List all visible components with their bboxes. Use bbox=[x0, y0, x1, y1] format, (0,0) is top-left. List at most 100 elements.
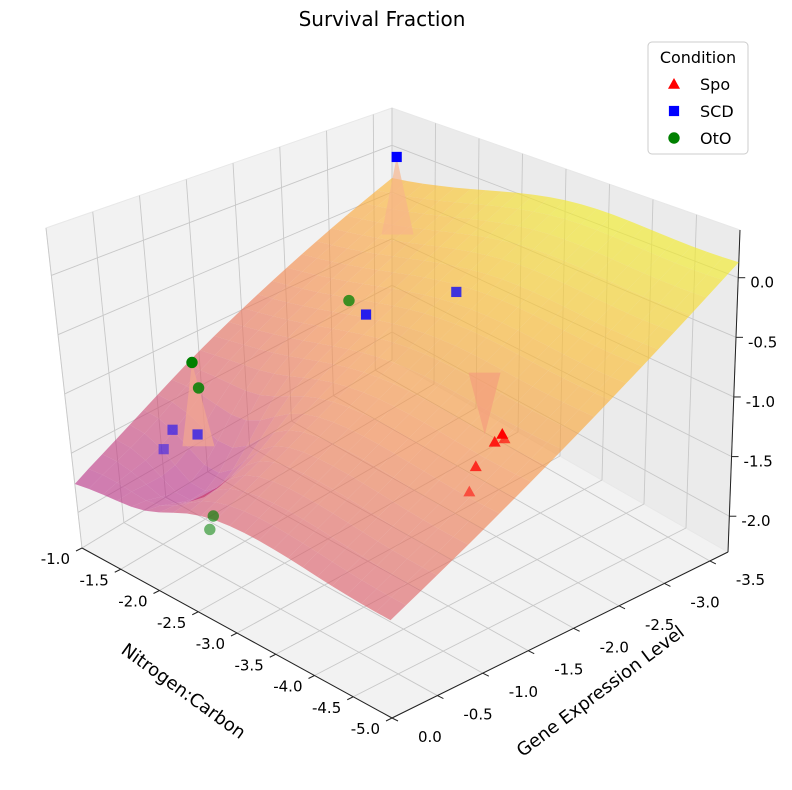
surface-patch bbox=[674, 292, 707, 315]
surface-patch bbox=[409, 422, 440, 447]
surface-patch bbox=[675, 246, 708, 270]
surface-patch bbox=[440, 249, 471, 267]
surface-patch bbox=[502, 264, 534, 286]
surface-patch bbox=[516, 386, 548, 411]
surface-patch bbox=[424, 298, 456, 319]
surface-patch bbox=[500, 450, 532, 475]
surface-patch bbox=[347, 235, 378, 252]
surface-patch bbox=[288, 543, 318, 568]
surface-patch bbox=[486, 191, 518, 207]
y-tick-label: -3.5 bbox=[736, 571, 765, 589]
surface-patch bbox=[579, 322, 612, 346]
surface-patch bbox=[393, 274, 425, 292]
surface-patch bbox=[348, 334, 379, 353]
surface-patch bbox=[580, 230, 613, 253]
surface-patch bbox=[288, 519, 318, 544]
legend-label: Spo bbox=[700, 75, 730, 94]
surface-patch bbox=[347, 532, 378, 557]
surface-patch bbox=[348, 459, 379, 484]
surface-patch bbox=[258, 298, 288, 317]
surface-patch bbox=[160, 501, 190, 506]
surface-patch bbox=[302, 552, 333, 577]
surface-patch bbox=[214, 322, 244, 341]
surface-patch bbox=[317, 245, 348, 262]
surface-patch bbox=[532, 370, 564, 395]
scd-point bbox=[192, 429, 203, 440]
surface-patch bbox=[424, 263, 456, 281]
surface-patch bbox=[502, 244, 534, 265]
surface-patch bbox=[610, 360, 643, 384]
surface-patch bbox=[393, 258, 425, 275]
surface-patch bbox=[317, 561, 348, 586]
chart-title: Survival Fraction bbox=[299, 7, 466, 31]
surface-patch bbox=[316, 228, 347, 246]
surface-patch bbox=[176, 482, 206, 501]
surface-patch bbox=[378, 256, 409, 273]
surface-patch bbox=[287, 271, 318, 289]
surface-patch bbox=[230, 461, 260, 479]
legend-item: SCD bbox=[668, 102, 734, 121]
surface-patch bbox=[245, 446, 275, 466]
scatter-points bbox=[158, 151, 511, 536]
surface-patch bbox=[288, 432, 319, 453]
surface-patch bbox=[394, 309, 425, 329]
surface-patch bbox=[362, 238, 394, 255]
surface-patch bbox=[361, 588, 392, 613]
surface-patch bbox=[303, 326, 334, 344]
surface-patch bbox=[273, 337, 304, 357]
surface-patch bbox=[288, 452, 319, 474]
surface-patch bbox=[228, 308, 259, 327]
surface-patch bbox=[362, 206, 393, 223]
surface-patch bbox=[549, 261, 581, 284]
surface-patch bbox=[159, 431, 190, 466]
surface-patch bbox=[485, 442, 517, 467]
surface-patch bbox=[102, 461, 132, 483]
surface-patch bbox=[333, 474, 364, 499]
surface-patch bbox=[409, 399, 440, 423]
surface-patch bbox=[594, 376, 627, 401]
surface-patch bbox=[301, 241, 332, 259]
surface-patch bbox=[102, 482, 132, 501]
surface-patch bbox=[533, 254, 565, 277]
oto-point bbox=[192, 382, 205, 394]
x-tick-mark bbox=[230, 632, 238, 637]
surface-patch bbox=[229, 491, 259, 512]
x-tick-mark bbox=[269, 653, 276, 658]
surface-patch bbox=[190, 487, 219, 501]
surface-patch bbox=[409, 376, 440, 400]
surface-patch bbox=[406, 567, 437, 591]
surface-patch bbox=[232, 450, 261, 476]
surface-patch bbox=[393, 227, 425, 243]
surface-patch bbox=[424, 407, 456, 432]
scd-point bbox=[451, 286, 462, 298]
surface-patch bbox=[303, 343, 334, 362]
surface-patch bbox=[378, 501, 409, 527]
surface-patch bbox=[318, 466, 349, 490]
z-tick-label: -1.5 bbox=[744, 453, 773, 471]
surface-patch bbox=[377, 550, 408, 574]
surface-patch bbox=[333, 314, 364, 332]
surface-patch bbox=[272, 267, 303, 286]
surface-patch bbox=[274, 430, 304, 448]
surface-spike bbox=[381, 156, 414, 235]
surface-patch bbox=[274, 413, 304, 433]
surface-patch bbox=[363, 338, 395, 358]
surface-patch bbox=[244, 349, 274, 371]
surface-patch bbox=[131, 484, 162, 501]
x-tick-mark bbox=[114, 568, 121, 573]
surface-patch bbox=[363, 320, 394, 339]
surface-patch bbox=[486, 240, 518, 260]
surface-patch bbox=[455, 269, 487, 289]
surface-patch bbox=[500, 474, 531, 498]
surface-patch bbox=[74, 468, 103, 489]
y-tick-mark bbox=[482, 672, 490, 677]
y-tick-mark bbox=[573, 627, 580, 632]
surface-patch bbox=[439, 464, 470, 490]
surface-patch bbox=[578, 393, 611, 417]
surface-patch bbox=[200, 355, 230, 377]
surface-patch bbox=[158, 402, 188, 432]
surface-patch bbox=[333, 387, 364, 408]
surface-patch bbox=[502, 307, 534, 331]
surface-patch bbox=[455, 203, 487, 219]
surface-patch bbox=[116, 424, 145, 448]
